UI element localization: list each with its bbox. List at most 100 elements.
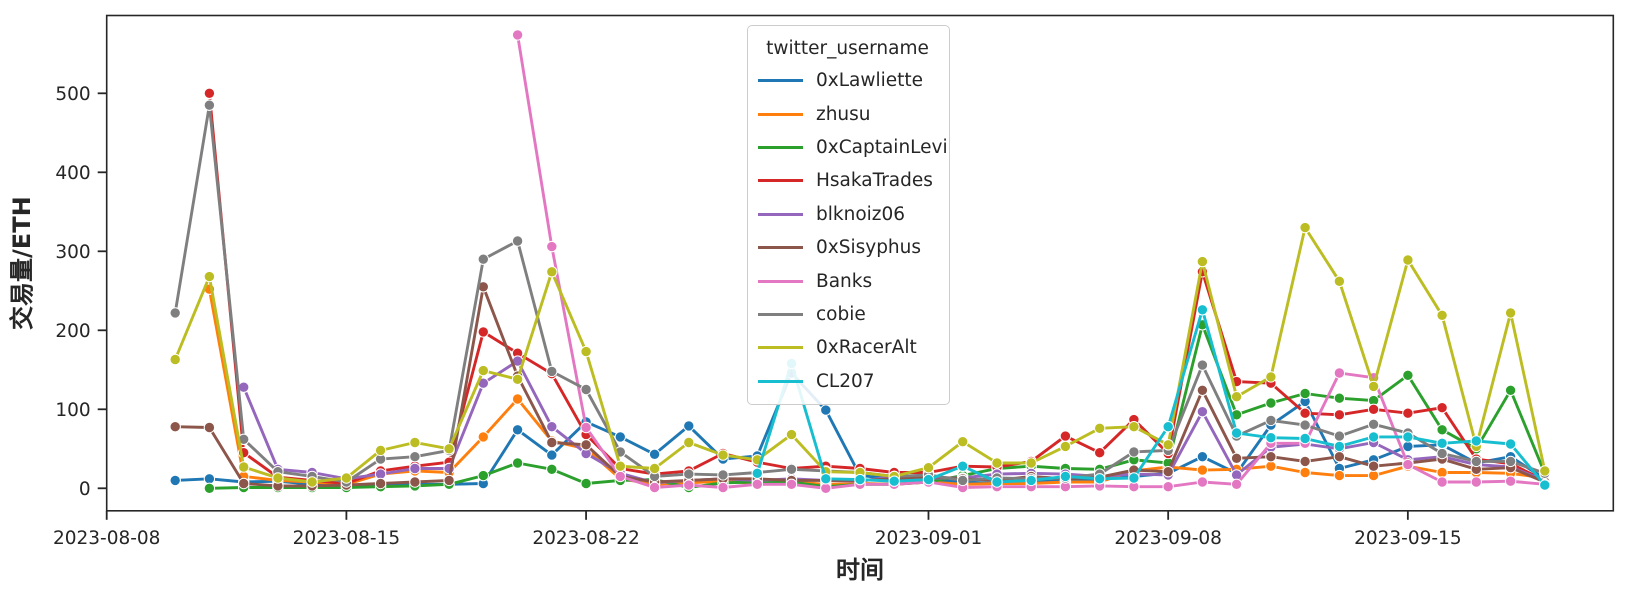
legend-label: 0xCaptainLevi (816, 136, 948, 158)
marker-CL207 (1094, 473, 1106, 485)
marker-0xRacerAlt (511, 373, 524, 385)
legend-label: cobie (816, 303, 866, 325)
marker-CL207 (1367, 431, 1380, 443)
marker-cobie (409, 451, 421, 463)
marker-HsakaTrades (1436, 402, 1448, 414)
x-tick-label: 2023-08-15 (293, 528, 401, 549)
axis-ticks: 2023-08-08 2023-08-15 2023-08-22 2023-09-01… (53, 84, 1462, 549)
marker-Banks (1333, 367, 1346, 379)
marker-Banks (717, 481, 729, 494)
marker-CL207 (751, 467, 763, 479)
marker-0xSisyphus (203, 421, 216, 434)
marker-cobie (1367, 418, 1380, 430)
marker-0xRacerAlt (717, 449, 729, 461)
marker-cobie (683, 468, 695, 480)
marker-blknoiz06 (546, 421, 558, 433)
marker-0xRacerAlt (785, 428, 798, 441)
marker-cobie (203, 99, 216, 111)
marker-0xSisyphus (1230, 452, 1243, 464)
marker-cobie (957, 474, 969, 487)
y-tick-label: 400 (55, 163, 90, 184)
marker-Banks (580, 421, 592, 434)
marker-0xCaptainLevi (1299, 387, 1311, 400)
marker-HsakaTrades (477, 326, 489, 338)
marker-zhusu (1196, 464, 1209, 476)
marker-cobie (511, 235, 524, 247)
legend-line-sample (758, 346, 803, 350)
marker-0xSisyphus (1265, 451, 1277, 463)
marker-0xRacerAlt (1128, 421, 1140, 433)
marker-zhusu (1265, 460, 1277, 472)
marker-0xSisyphus (409, 476, 421, 488)
marker-0xCaptainLevi (1402, 369, 1414, 381)
marker-0xCaptainLevi (1504, 384, 1517, 396)
marker-0xCaptainLevi (546, 463, 558, 475)
marker-0xRacerAlt (443, 443, 455, 455)
marker-cobie (1470, 455, 1483, 468)
marker-0xRacerAlt (1539, 465, 1551, 477)
marker-CL207 (957, 460, 969, 472)
marker-0xLawliette (614, 431, 626, 443)
marker-blknoiz06 (409, 462, 421, 475)
marker-0xLawliette (648, 448, 661, 460)
plot-border (105, 14, 1615, 512)
marker-0xSisyphus (238, 477, 250, 490)
marker-0xCaptainLevi (580, 477, 592, 490)
legend-item-Banks: Banks (758, 264, 937, 297)
marker-0xSisyphus (1196, 384, 1209, 396)
marker-cobie (546, 365, 558, 378)
marker-0xRacerAlt (238, 461, 250, 473)
legend-line-sample (758, 312, 803, 316)
marker-0xRacerAlt (1162, 439, 1174, 451)
marker-cobie (1333, 430, 1346, 442)
marker-0xCaptainLevi (203, 482, 216, 494)
x-tick-label: 2023-08-22 (532, 528, 640, 549)
marker-0xRacerAlt (374, 444, 387, 457)
marker-Banks (785, 478, 798, 490)
legend-rows: 0xLawliette zhusu 0xCaptainLevi HsakaTrades… (758, 64, 948, 398)
marker-0xSisyphus (169, 421, 181, 433)
legend-label: 0xRacerAlt (816, 337, 917, 359)
marker-CL207 (1230, 427, 1243, 439)
marker-zhusu (1367, 469, 1380, 482)
marker-Banks (648, 481, 661, 494)
marker-HsakaTrades (1299, 407, 1311, 419)
marker-zhusu (1436, 466, 1448, 479)
legend-item-cobie: cobie (758, 298, 937, 331)
line-HsakaTrades (207, 91, 1547, 485)
legend-label: 0xSisyphus (816, 237, 922, 259)
marker-CL207 (1299, 432, 1311, 445)
marker-0xRacerAlt (1333, 275, 1346, 287)
legend-item-zhusu: zhusu (758, 97, 937, 130)
marker-0xRacerAlt (1299, 221, 1311, 234)
marker-0xRacerAlt (409, 436, 421, 449)
x-tick-label: 2023-08-08 (53, 528, 161, 549)
x-axis-label: 时间 (836, 556, 884, 584)
marker-CL207 (1470, 435, 1483, 447)
marker-cobie (1128, 446, 1140, 458)
marker-cobie (1299, 419, 1311, 431)
marker-Banks (1470, 476, 1483, 488)
marker-HsakaTrades (1367, 403, 1380, 415)
legend-line-sample (758, 279, 803, 283)
marker-HsakaTrades (1333, 409, 1346, 421)
marker-0xCaptainLevi (1436, 424, 1448, 436)
marker-HsakaTrades (1094, 447, 1106, 459)
marker-blknoiz06 (374, 468, 387, 480)
marker-CL207 (1504, 438, 1517, 450)
marker-Banks (1230, 478, 1243, 490)
marker-0xRacerAlt (683, 436, 695, 449)
marker-cobie (169, 307, 181, 319)
marker-0xRacerAlt (922, 462, 935, 474)
marker-0xRacerAlt (1402, 254, 1414, 266)
marker-Banks (1402, 458, 1414, 471)
legend-item-blknoiz06: blknoiz06 (758, 198, 937, 231)
marker-0xRacerAlt (169, 353, 181, 366)
marker-CL207 (991, 476, 1003, 488)
legend-item-0xSisyphus: 0xSisyphus (758, 231, 937, 264)
marker-0xLawliette (169, 474, 181, 487)
legend-line-sample (758, 379, 803, 383)
marker-CL207 (854, 473, 866, 486)
line-Banks (516, 33, 1547, 490)
